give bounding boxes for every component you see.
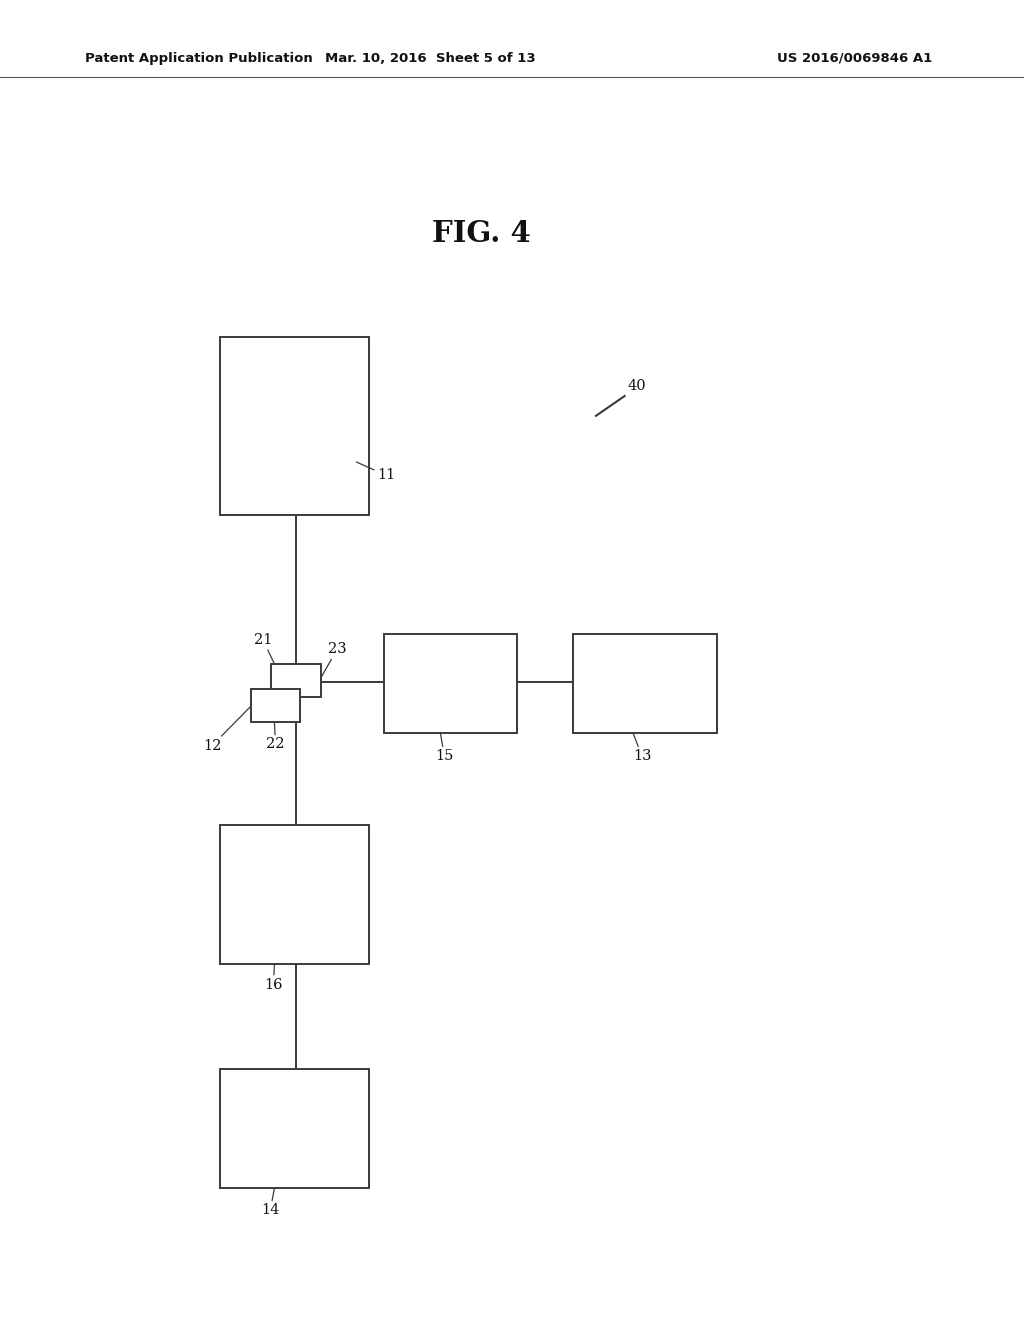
Bar xyxy=(220,337,369,515)
Bar xyxy=(220,825,369,964)
Text: 13: 13 xyxy=(633,733,651,763)
Text: Mar. 10, 2016  Sheet 5 of 13: Mar. 10, 2016 Sheet 5 of 13 xyxy=(325,51,536,65)
Text: FIG. 4: FIG. 4 xyxy=(432,219,530,248)
Text: 16: 16 xyxy=(264,964,283,991)
Text: 14: 14 xyxy=(261,1188,280,1217)
Bar xyxy=(271,664,321,697)
Bar xyxy=(220,1069,369,1188)
Text: 12: 12 xyxy=(203,706,251,752)
Bar xyxy=(573,634,717,733)
Bar xyxy=(384,634,517,733)
Text: 23: 23 xyxy=(321,643,346,678)
Text: 40: 40 xyxy=(628,379,646,393)
Text: US 2016/0069846 A1: US 2016/0069846 A1 xyxy=(776,51,932,65)
Bar xyxy=(251,689,300,722)
Text: Patent Application Publication: Patent Application Publication xyxy=(85,51,312,65)
Text: 21: 21 xyxy=(254,634,274,664)
Text: 22: 22 xyxy=(266,722,285,751)
Text: 11: 11 xyxy=(356,462,395,482)
Text: 15: 15 xyxy=(435,733,454,763)
